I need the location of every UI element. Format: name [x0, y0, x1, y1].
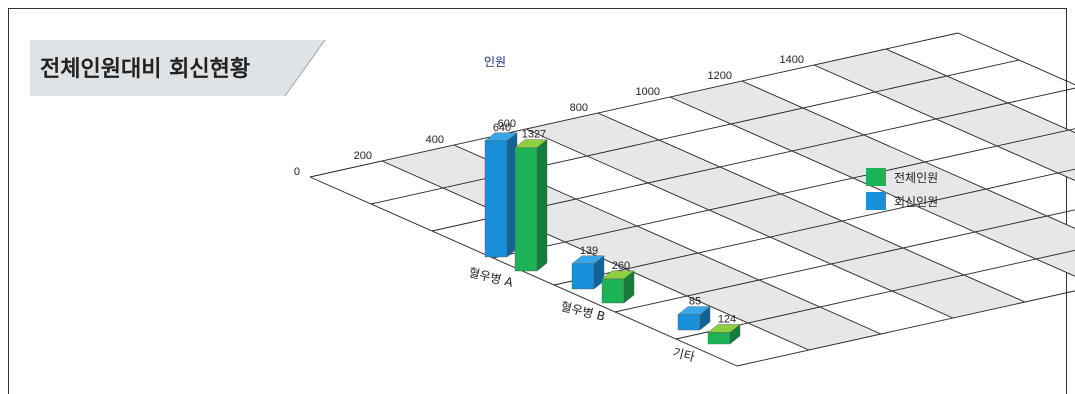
- category-label: 혈우병 A: [467, 265, 515, 290]
- bar-front: [707, 332, 731, 345]
- grid-line: [675, 249, 1075, 340]
- y-tick-label: 800: [570, 102, 588, 114]
- bar-front: [677, 314, 701, 331]
- title-banner: 전체인원대비 회신현황: [30, 39, 326, 97]
- data-label: 124: [718, 313, 736, 325]
- bar-top: [601, 270, 635, 280]
- bar: 640: [484, 122, 518, 258]
- bar-top: [707, 324, 741, 333]
- y-tick-label: 1400: [780, 54, 804, 66]
- grid-line: [813, 64, 1075, 182]
- bar: 124: [707, 313, 741, 345]
- bar: 1327: [514, 129, 548, 272]
- grid-line: [597, 112, 1026, 303]
- chart-frame: [8, 8, 1067, 394]
- bar-top: [571, 255, 605, 264]
- grid-line: [885, 48, 1075, 134]
- bar-top: [514, 139, 548, 148]
- legend-label: 전체인원: [894, 171, 938, 185]
- y-tick-label: 1000: [636, 86, 660, 98]
- category-label: 혈우병 B: [559, 299, 606, 324]
- data-label: 1327: [522, 129, 546, 141]
- bar-top: [677, 306, 711, 315]
- data-label: 260: [612, 260, 630, 272]
- bars: 640 1327 139 260 85 124: [484, 122, 741, 345]
- grid-line: [309, 32, 959, 178]
- grid-line: [669, 96, 1075, 277]
- grid-line: [525, 128, 954, 319]
- grid-line: [614, 209, 1075, 313]
- data-label: 85: [689, 296, 701, 308]
- grid-line: [492, 128, 1075, 259]
- grid-line: [370, 59, 1020, 205]
- bar-top: [484, 132, 518, 141]
- y-tick-label: 600: [498, 118, 516, 130]
- y-tick-label: 400: [426, 134, 444, 146]
- data-label: 640: [493, 122, 511, 134]
- legend-item: 회신인원: [866, 192, 938, 210]
- chart-title: 전체인원대비 회신현황: [40, 57, 250, 82]
- bar: 85: [677, 296, 711, 331]
- legend-label: 회신인원: [894, 195, 938, 209]
- bar-front: [601, 278, 625, 304]
- title-background: [30, 40, 325, 96]
- grid-line: [381, 160, 810, 351]
- legend-item: 전체인원: [866, 168, 938, 186]
- bar-side: [536, 139, 548, 272]
- grid-line: [741, 80, 1075, 229]
- legend-swatch: [866, 192, 886, 210]
- bar: 260: [601, 260, 635, 304]
- y-tick-label: 1200: [708, 70, 732, 82]
- data-label: 139: [580, 245, 598, 257]
- bar-front: [514, 147, 538, 272]
- grid-line: [553, 168, 1075, 286]
- bar-front: [571, 263, 595, 290]
- y-tick-label: 0: [294, 166, 300, 178]
- bar: 139: [571, 245, 605, 290]
- y-axis-ticks: 0 200 400 600 800 1000 1200 1400: [294, 54, 804, 178]
- grid-stripe: [814, 49, 1075, 181]
- bar-front: [484, 140, 508, 258]
- y-tick-label: 200: [354, 150, 372, 162]
- grid-line: [736, 290, 1075, 367]
- title-divider: [284, 39, 326, 97]
- category-label: 기타: [671, 345, 696, 364]
- y-axis-label: 인원: [484, 55, 506, 69]
- legend-swatch: [866, 168, 886, 186]
- grid-line: [957, 32, 1075, 86]
- grid-line: [309, 176, 738, 367]
- grid-stripe: [526, 113, 1025, 318]
